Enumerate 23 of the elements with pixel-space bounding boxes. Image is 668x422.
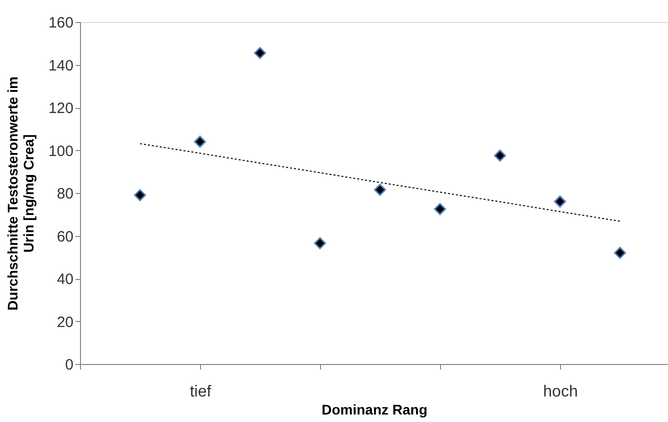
point xyxy=(374,184,386,196)
y-tick-label: 20 xyxy=(56,314,74,331)
y-tick-label: 60 xyxy=(56,228,74,246)
y-tick-label: 120 xyxy=(48,100,74,117)
x-axis-title: Dominanz Rang xyxy=(322,402,428,418)
x-tick-label: tief xyxy=(190,384,212,400)
y-tick-label: 100 xyxy=(48,142,74,160)
point xyxy=(194,136,206,148)
y-tick-label: 160 xyxy=(48,14,74,32)
y-tick-label: 80 xyxy=(56,186,74,202)
point xyxy=(614,246,626,259)
point xyxy=(314,237,326,250)
point xyxy=(554,196,566,208)
y-tick-label: 40 xyxy=(56,271,74,288)
y-axis-title: Durchschnitte Testosteronwerte im Urin [ng/mg Crea] xyxy=(4,76,36,310)
point xyxy=(254,47,266,59)
line-series xyxy=(140,143,620,222)
x-tick-label: hoch xyxy=(543,384,578,400)
point xyxy=(494,150,506,162)
point xyxy=(134,189,146,202)
y-tick-label: 140 xyxy=(48,57,74,74)
y-tick-label: 0 xyxy=(65,356,74,374)
point xyxy=(434,203,446,216)
